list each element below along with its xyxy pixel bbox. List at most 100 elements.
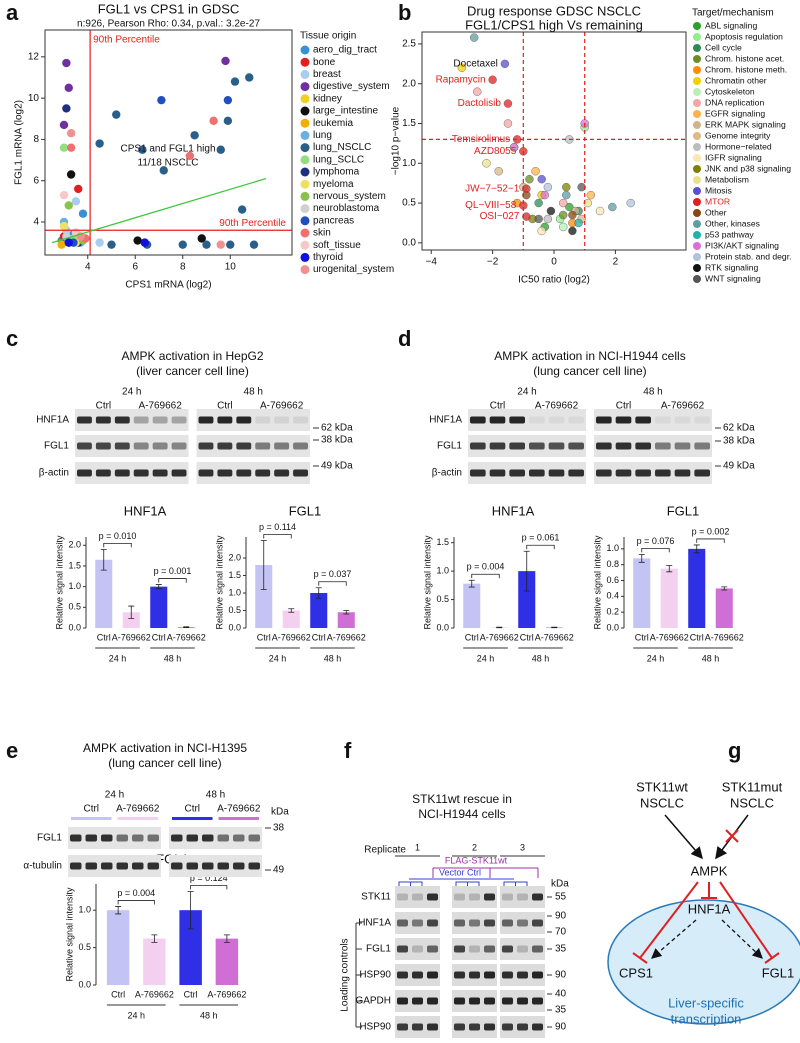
blot-band bbox=[469, 893, 480, 901]
blot-band bbox=[412, 945, 423, 953]
y-tick-label: 1.0 bbox=[402, 158, 416, 169]
blot-band bbox=[502, 919, 513, 927]
membrane bbox=[75, 409, 189, 431]
point-label: OSI−027 bbox=[480, 211, 520, 222]
error-bar bbox=[721, 586, 728, 591]
blot-band bbox=[655, 416, 671, 424]
membrane bbox=[75, 462, 189, 484]
y-tick-label: 0.5 bbox=[436, 594, 449, 604]
point bbox=[488, 75, 497, 84]
significance-bracket bbox=[526, 544, 555, 550]
legend-swatch bbox=[693, 55, 701, 63]
legend-swatch bbox=[693, 231, 701, 239]
legend-swatch bbox=[300, 69, 310, 79]
point bbox=[157, 95, 166, 105]
chart-title: FGL1 vs CPS1 in GDSC bbox=[98, 1, 240, 16]
blot-band bbox=[484, 893, 495, 901]
blot-band bbox=[502, 1023, 513, 1031]
bar bbox=[255, 565, 273, 628]
point bbox=[133, 236, 142, 245]
blot-band bbox=[397, 997, 408, 1005]
blot-band bbox=[186, 862, 198, 870]
y-tick-label: 2.0 bbox=[228, 552, 241, 562]
blot-band bbox=[509, 442, 525, 450]
condition-bar bbox=[172, 817, 213, 820]
time-label: 24 h bbox=[517, 387, 536, 398]
point bbox=[608, 202, 617, 212]
vector-label: Vector Ctrl bbox=[439, 867, 481, 877]
legend-label: thyroid bbox=[313, 252, 343, 263]
point bbox=[543, 182, 553, 192]
blot-band bbox=[674, 442, 691, 450]
y-tick-label: 8 bbox=[33, 134, 39, 145]
bar bbox=[310, 593, 328, 628]
blot-band bbox=[674, 416, 691, 424]
membrane bbox=[196, 435, 310, 457]
membrane bbox=[169, 855, 262, 877]
legend-label: Genome integrity bbox=[705, 130, 771, 140]
blot-band bbox=[397, 971, 408, 979]
blot-band bbox=[635, 416, 651, 424]
blot-band bbox=[114, 416, 130, 424]
point-label: Dactolisib bbox=[458, 98, 502, 109]
blot-band bbox=[101, 834, 113, 842]
point-label: AZD8055 bbox=[474, 146, 517, 157]
panel-label: b bbox=[398, 0, 411, 25]
blot-band bbox=[548, 442, 565, 450]
points bbox=[457, 33, 635, 236]
blot-band bbox=[171, 416, 187, 424]
point bbox=[565, 202, 574, 212]
membrane bbox=[500, 938, 545, 960]
point bbox=[583, 198, 592, 208]
annotation: CPS1 and FGL1 high bbox=[120, 144, 215, 155]
marker-label: 38 bbox=[273, 823, 285, 834]
blot-band bbox=[147, 834, 159, 842]
marker-label: 38 kDa bbox=[321, 435, 353, 446]
point-label: Docetaxel bbox=[453, 58, 497, 69]
blot-band bbox=[171, 469, 187, 477]
blot-band bbox=[469, 971, 480, 979]
error-bar bbox=[155, 584, 162, 590]
point bbox=[537, 226, 546, 236]
panel-label: f bbox=[344, 738, 352, 763]
bar bbox=[143, 938, 166, 985]
category-label: Ctrl bbox=[312, 632, 326, 642]
legend-label: large_intestine bbox=[313, 106, 378, 117]
y-tick-label: 0.4 bbox=[606, 591, 619, 601]
blot-band bbox=[147, 862, 159, 870]
blot-band bbox=[217, 442, 233, 450]
legend-label: ABL signaling bbox=[705, 20, 757, 30]
bar bbox=[633, 558, 651, 628]
blot-band bbox=[517, 919, 528, 927]
legend-label: Chromatin other bbox=[705, 75, 767, 85]
legend-swatch bbox=[300, 191, 310, 201]
blot-band bbox=[198, 442, 214, 450]
panel-label: g bbox=[728, 738, 741, 763]
panel-label: d bbox=[398, 326, 411, 351]
point bbox=[494, 167, 503, 176]
blot-band bbox=[568, 416, 584, 424]
legend-swatch bbox=[693, 143, 701, 151]
point bbox=[66, 129, 76, 138]
arrow bbox=[721, 919, 763, 959]
point bbox=[503, 99, 513, 108]
annotation: 11/18 NSCLC bbox=[138, 158, 199, 169]
legend-swatch bbox=[693, 110, 701, 118]
category-label: A-769662 bbox=[535, 632, 574, 642]
marker-label: 35 bbox=[555, 944, 567, 955]
chart-title: FGL1 bbox=[289, 503, 322, 518]
blot-band bbox=[427, 945, 438, 953]
legend-label: Other bbox=[705, 207, 727, 217]
blot-band bbox=[412, 971, 423, 979]
point bbox=[595, 206, 605, 216]
legend-label: pancreas bbox=[313, 215, 354, 226]
legend-swatch bbox=[300, 265, 310, 275]
compartment-label: Liver-specific bbox=[668, 995, 744, 1010]
blot-band bbox=[133, 442, 149, 450]
error-bar bbox=[288, 608, 295, 613]
blot-band bbox=[132, 862, 144, 870]
y-axis-label: Relative signal intensity bbox=[592, 535, 602, 630]
legend-label: aero_dig_tract bbox=[313, 45, 377, 56]
point bbox=[95, 139, 104, 148]
blot-band bbox=[274, 416, 290, 424]
